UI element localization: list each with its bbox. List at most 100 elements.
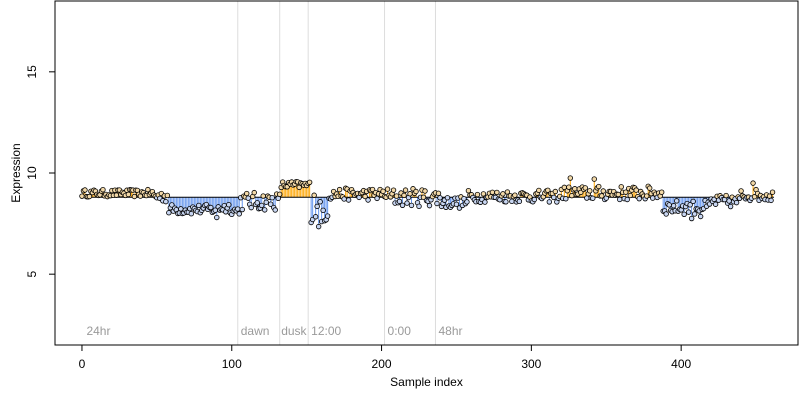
- data-point: [259, 202, 265, 209]
- data-point: [341, 196, 347, 202]
- data-point: [314, 203, 320, 210]
- data-point: [164, 192, 171, 199]
- data-point: [590, 195, 596, 201]
- data-point: [399, 202, 406, 208]
- data-point: [365, 197, 371, 203]
- data-point: [546, 199, 553, 205]
- data-point: [263, 199, 269, 205]
- y-axis-title: Expression: [9, 143, 23, 202]
- data-point: [658, 189, 665, 195]
- data-point: [545, 187, 551, 193]
- data-point: [690, 198, 696, 205]
- data-point: [145, 186, 151, 193]
- data-point: [624, 196, 630, 203]
- data-point: [512, 192, 518, 198]
- data-point: [248, 204, 254, 211]
- annotation-label: 12:00: [311, 324, 341, 338]
- data-point: [587, 188, 593, 194]
- data-point: [489, 189, 496, 196]
- data-point: [226, 202, 232, 208]
- data-point: [393, 193, 400, 199]
- x-tick-label: 400: [671, 357, 691, 371]
- data-point: [82, 187, 88, 193]
- x-axis-title: Sample index: [390, 375, 463, 389]
- data-point: [697, 213, 704, 220]
- data-point: [627, 192, 633, 199]
- data-point: [569, 192, 575, 199]
- data-point: [636, 195, 642, 202]
- data-point: [768, 197, 774, 204]
- y-axis: 5 10 15: [25, 65, 56, 278]
- data-point: [584, 195, 590, 201]
- data-points: [79, 175, 776, 230]
- data-point: [178, 206, 184, 212]
- data-point: [188, 211, 195, 217]
- data-point: [208, 204, 214, 211]
- annotation-label: 48hr: [438, 324, 462, 338]
- data-point: [563, 196, 569, 202]
- data-point: [408, 202, 415, 209]
- data-point: [572, 186, 578, 192]
- data-point: [435, 190, 442, 197]
- x-tick-label: 100: [222, 357, 242, 371]
- data-point: [723, 192, 729, 199]
- x-tick-label: 200: [372, 357, 392, 371]
- data-point: [390, 187, 397, 193]
- data-point: [125, 191, 132, 198]
- data-point: [633, 187, 639, 193]
- data-point: [420, 194, 427, 200]
- data-point: [600, 188, 606, 194]
- data-point: [100, 187, 106, 193]
- data-point: [617, 196, 623, 203]
- data-point: [670, 203, 677, 209]
- data-point: [166, 210, 172, 216]
- data-point: [500, 191, 506, 197]
- data-point: [531, 196, 538, 203]
- data-point: [509, 198, 515, 205]
- data-point: [407, 191, 413, 197]
- data-point: [244, 190, 250, 197]
- data-point: [254, 200, 260, 206]
- data-point: [733, 199, 740, 206]
- annotation-label: 24hr: [86, 324, 110, 338]
- data-point: [86, 193, 93, 200]
- data-point: [251, 189, 257, 196]
- data-point: [437, 195, 443, 201]
- data-point: [163, 198, 169, 205]
- data-point: [245, 195, 251, 201]
- data-point: [474, 191, 481, 198]
- data-point: [262, 207, 268, 213]
- data-point: [727, 203, 734, 210]
- x-tick-label: 0: [79, 357, 86, 371]
- data-point: [596, 183, 602, 190]
- data-point: [673, 198, 680, 204]
- data-point: [272, 207, 278, 213]
- data-point: [618, 184, 624, 190]
- data-point: [380, 188, 386, 195]
- data-point: [516, 198, 523, 205]
- data-point: [236, 211, 242, 217]
- y-tick-label: 5: [25, 271, 39, 278]
- data-point: [384, 186, 391, 192]
- annotation-label: dawn: [241, 324, 270, 338]
- data-point: [623, 189, 629, 195]
- data-point: [582, 185, 588, 191]
- data-point: [644, 193, 650, 199]
- data-point: [336, 186, 343, 193]
- data-point: [434, 200, 440, 207]
- data-point: [404, 200, 410, 206]
- data-point: [402, 187, 409, 193]
- data-point: [196, 202, 202, 209]
- data-point: [131, 193, 138, 200]
- data-point: [374, 195, 380, 202]
- x-tick-label: 300: [521, 357, 541, 371]
- data-point: [464, 199, 470, 205]
- data-point: [444, 195, 451, 201]
- data-point: [169, 202, 175, 208]
- data-point: [663, 211, 669, 217]
- data-point: [691, 211, 698, 217]
- data-point: [681, 211, 687, 217]
- data-point: [769, 189, 776, 195]
- data-point: [666, 202, 672, 208]
